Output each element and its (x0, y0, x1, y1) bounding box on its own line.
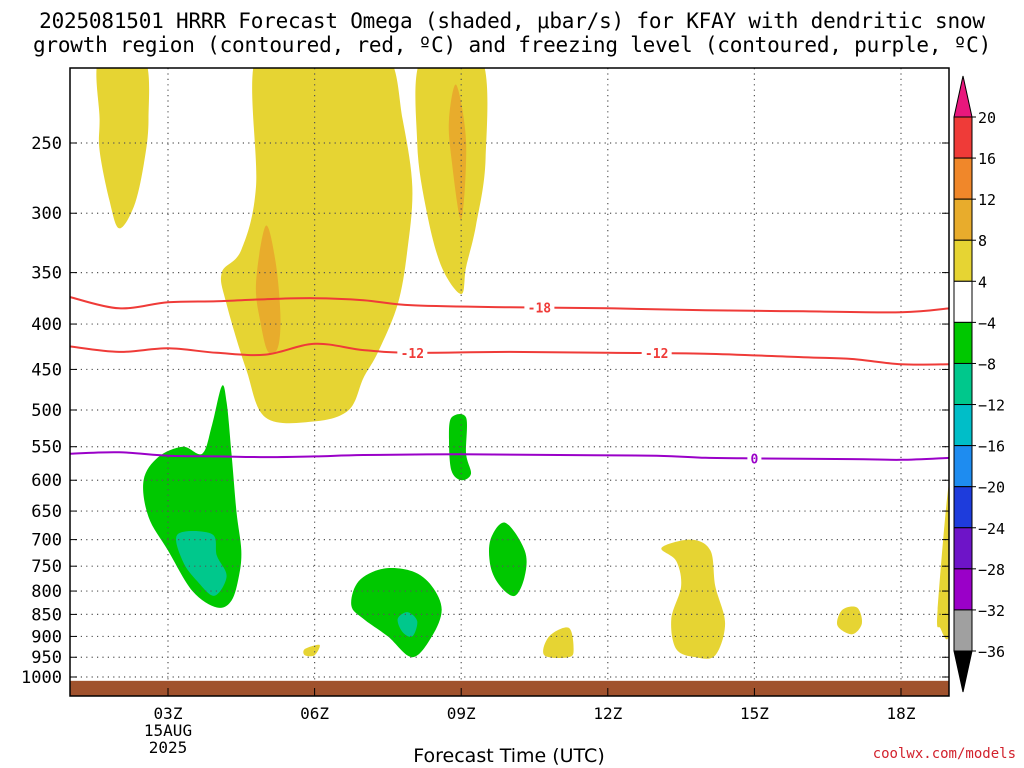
y-tick-label: 300 (31, 204, 62, 224)
contour-label-bg-0-0 (524, 300, 555, 315)
y-tick-label: 950 (31, 648, 62, 668)
contour-label-bg-2-0 (747, 451, 762, 466)
temperature-contours (70, 296, 949, 461)
colorbar-swatch (953, 404, 973, 447)
colorbar-label: −16 (978, 438, 1005, 456)
colorbar-swatch (953, 321, 973, 364)
contour-label-bg-1-1 (641, 346, 672, 361)
contour--18 (70, 296, 949, 314)
colorbar-top-triangle (953, 75, 973, 118)
contour-label: -18 (528, 302, 552, 317)
omega-region-2 (255, 225, 281, 354)
y-tick-label: 650 (31, 502, 62, 522)
colorbar-swatch (953, 116, 973, 159)
omega-region-8 (303, 644, 320, 657)
x-tick-label: 09Z (447, 704, 476, 723)
y-axis-ticks: 2503003504004505005506006507007508008509… (21, 134, 949, 688)
plot-frame (69, 67, 950, 697)
colorbar-swatch (953, 157, 973, 200)
x-tick-label: 06Z (300, 704, 329, 723)
colorbar-label: −24 (978, 520, 1005, 538)
colorbar-label: −32 (978, 602, 1005, 620)
x-tick-label: 18Z (887, 704, 916, 723)
contour-labels: -18 -12 -12 0 (397, 300, 762, 467)
colorbar-swatch (953, 198, 973, 241)
colorbar-label: −8 (978, 355, 996, 373)
ground-fill (70, 680, 949, 696)
colorbar-label: −36 (978, 643, 1005, 661)
colorbar: 20 16 12 8 4 −4 −8 −12 −16 −20 −24 −28 −32 −36 (953, 75, 1005, 693)
y-tick-label: 800 (31, 582, 62, 602)
omega-region-12 (448, 413, 472, 481)
y-tick-label: 850 (31, 605, 62, 625)
colorbar-label: 8 (978, 232, 987, 250)
omega-region-14 (351, 568, 442, 658)
plot-background (70, 68, 949, 696)
omega-region-4 (448, 84, 467, 220)
colorbar-label: −12 (978, 397, 1005, 415)
omega-region-11 (176, 531, 227, 596)
colorbar-swatch (953, 445, 973, 488)
colorbar-swatch (953, 527, 973, 570)
y-tick-label: 600 (31, 471, 62, 491)
x-axis-label: Forecast Time (UTC) (413, 745, 605, 767)
colorbar-swatch (953, 239, 973, 282)
y-tick-label: 750 (31, 557, 62, 577)
colorbar-label: 4 (978, 273, 987, 291)
omega-region-6 (543, 627, 574, 658)
ground-layer (70, 680, 949, 696)
x-tick-label: 15Z (740, 704, 769, 723)
omega-region-9 (937, 483, 949, 640)
omega-region-10 (143, 385, 242, 608)
colorbar-label: −28 (978, 561, 1005, 579)
omega-region-13 (488, 522, 527, 597)
colorbar-label: −4 (978, 314, 996, 332)
y-tick-label: 550 (31, 438, 62, 458)
y-tick-label: 900 (31, 627, 62, 647)
chart-title-line-2: growth region (contoured, red, ºC) and f… (32, 33, 992, 57)
omega-shaded-regions (96, 68, 949, 659)
y-tick-label: 450 (31, 360, 62, 380)
y-tick-label: 1000 (21, 668, 62, 688)
x-tick-label: 12Z (593, 704, 622, 723)
y-tick-label: 250 (31, 134, 62, 154)
contour-0 (70, 451, 949, 461)
x-tick-year: 2025 (149, 738, 188, 757)
y-tick-label: 350 (31, 264, 62, 284)
colorbar-swatch (953, 568, 973, 611)
omega-region-3 (415, 68, 488, 294)
y-tick-label: 700 (31, 531, 62, 551)
contour-label: 0 (750, 452, 758, 467)
contour-label: -12 (645, 347, 668, 362)
omega-region-0 (96, 68, 150, 229)
colorbar-swatch (953, 486, 973, 529)
grid-lines (70, 68, 949, 696)
site-credit: coolwx.com/models (872, 746, 1016, 762)
omega-region-7 (837, 606, 863, 635)
contour--12 (70, 342, 949, 366)
contour-label: -12 (401, 347, 424, 362)
chart-title-line-1: 2025081501 HRRR Forecast Omega (shaded, … (39, 9, 985, 33)
colorbar-swatch (953, 280, 973, 323)
colorbar-bottom-triangle (953, 650, 973, 693)
colorbar-label: 16 (978, 150, 996, 168)
colorbar-label: 12 (978, 191, 996, 209)
colorbar-swatch (953, 362, 973, 406)
omega-region-5 (661, 539, 726, 659)
colorbar-label: −20 (978, 479, 1005, 497)
omega-region-15 (397, 612, 418, 637)
colorbar-label: 20 (978, 109, 996, 127)
y-tick-label: 500 (31, 401, 62, 421)
x-tick-label: 03Z (154, 704, 183, 723)
y-tick-label: 400 (31, 315, 62, 335)
contour-label-bg-1-0 (397, 345, 428, 360)
colorbar-swatch (953, 609, 973, 652)
x-tick-date: 15AUG (144, 721, 192, 740)
